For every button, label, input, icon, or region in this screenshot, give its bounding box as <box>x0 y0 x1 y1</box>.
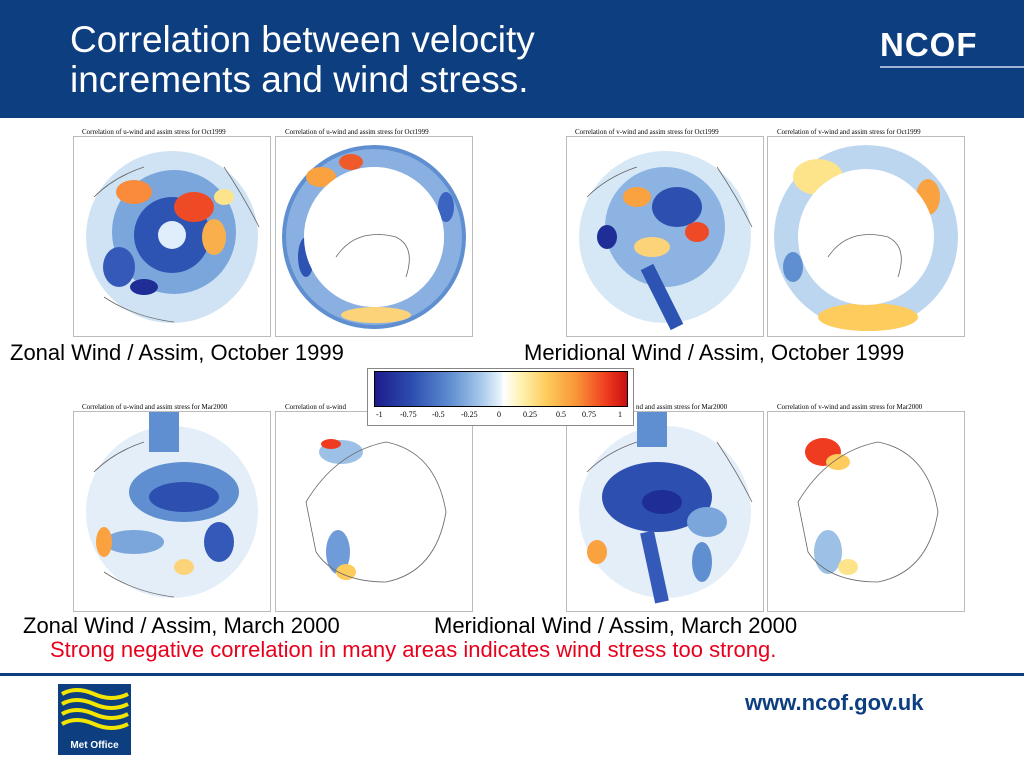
colorbar-tick: -0.25 <box>461 410 478 419</box>
ncof-brand: NCOF <box>880 26 978 63</box>
title-line-1: Correlation between velocity <box>70 19 535 60</box>
header-banner: Correlation between velocity increments … <box>0 0 1024 118</box>
map-oct-u-arctic <box>73 136 271 337</box>
map-title-mar-u-arctic: Correlation of u-wind and assim stress f… <box>82 403 228 411</box>
map-title-oct-u-arctic: Correlation of u-wind and assim stress f… <box>82 128 226 136</box>
map-title-mar-u-antarctic: Correlation of u-wind <box>285 403 347 411</box>
colorbar-tick: -1 <box>376 410 383 419</box>
map-mar-v-antarctic <box>767 411 965 612</box>
footer-divider <box>0 673 1024 676</box>
map-title-oct-u-antarctic: Correlation of u-wind and assim stress f… <box>285 128 429 136</box>
title-line-2: increments and wind stress. <box>70 59 529 100</box>
caption-meridional-mar: Meridional Wind / Assim, March 2000 <box>434 613 798 638</box>
map-title-oct-v-antarctic: Correlation of v-wind and assim stress f… <box>777 128 921 136</box>
wave-icon <box>61 688 129 730</box>
colorbar-tick: 1 <box>618 410 622 419</box>
colorbar-tick: 0.5 <box>556 410 566 419</box>
map-mar-u-antarctic <box>275 411 473 612</box>
website-link[interactable]: www.ncof.gov.uk <box>745 690 924 715</box>
colorbar-tick: 0.25 <box>523 410 537 419</box>
map-title-mar-v-arctic: nd and assim stress for Mar2000 <box>636 403 728 411</box>
map-title-mar-v-antarctic: Correlation of v-wind and assim stress f… <box>777 403 923 411</box>
map-mar-v-arctic <box>566 411 764 612</box>
colorbar-tick: -0.75 <box>400 410 417 419</box>
logo-text: Met Office <box>70 740 119 751</box>
colorbar <box>374 371 628 407</box>
caption-zonal-oct: Zonal Wind / Assim, October 1999 <box>10 340 344 365</box>
colorbar-tick: 0.75 <box>582 410 596 419</box>
conclusion-note: Strong negative correlation in many area… <box>50 637 777 662</box>
map-oct-u-antarctic <box>275 136 473 337</box>
colorbar-tick: -0.5 <box>432 410 445 419</box>
map-title-oct-v-arctic: Correlation of v-wind and assim stress f… <box>575 128 719 136</box>
caption-zonal-mar: Zonal Wind / Assim, March 2000 <box>23 613 340 638</box>
colorbar-tick: 0 <box>497 410 501 419</box>
brand-underline <box>880 66 1024 68</box>
page-title: Correlation between velocity increments … <box>70 20 535 100</box>
map-mar-u-arctic <box>73 411 271 612</box>
caption-meridional-oct: Meridional Wind / Assim, October 1999 <box>524 340 905 365</box>
map-oct-v-antarctic <box>767 136 965 337</box>
map-oct-v-arctic <box>566 136 764 337</box>
met-office-logo: Met Office <box>58 684 131 755</box>
